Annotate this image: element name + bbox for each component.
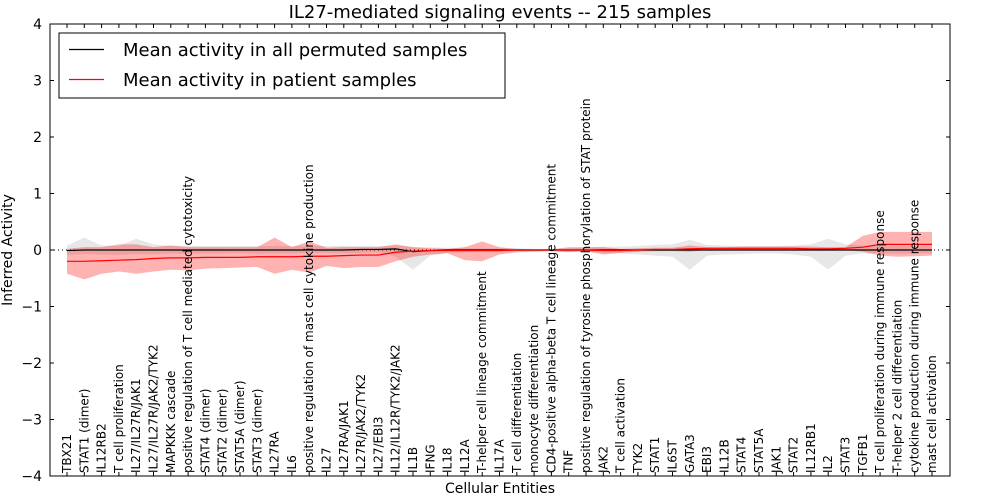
y-tick-label: −1	[21, 300, 42, 316]
y-tick-label: −4	[21, 469, 42, 485]
x-tick-label: IL17A	[493, 439, 507, 473]
x-tick-label: JAK2	[596, 446, 610, 474]
x-tick-label: JAK1	[769, 446, 783, 474]
x-tick-label: STAT1	[648, 437, 662, 473]
chart-title: IL27-mediated signaling events -- 215 sa…	[289, 2, 712, 23]
line-series-1	[67, 243, 932, 262]
x-tick-label: cytokine production during immune respon…	[908, 200, 922, 473]
x-tick-label: STAT2 (dimer)	[216, 389, 230, 473]
x-tick-label: IL6ST	[666, 440, 680, 473]
x-tick-label: IL27R/JAK2/TYK2	[354, 374, 368, 473]
y-tick-label: 2	[33, 130, 42, 146]
x-tick-label: monocyte differentiation	[527, 325, 541, 473]
x-tick-label: positive regulation of mast cell cytokin…	[302, 164, 316, 473]
x-tick-label: IL27	[320, 448, 334, 474]
x-tick-label: IL12A	[458, 439, 472, 473]
x-tick-label: STAT2	[787, 437, 801, 473]
y-tick-label: 0	[33, 243, 42, 259]
x-tick-label: positive regulation of tyrosine phosphor…	[579, 98, 593, 473]
x-tick-label: STAT3 (dimer)	[250, 389, 264, 473]
x-tick-label: IL12RB1	[804, 423, 818, 473]
x-tick-label: IL12/IL12R/TYK2/JAK2	[389, 344, 403, 473]
x-tick-label: IL27/IL27R/JAK2/TYK2	[147, 344, 161, 473]
x-tick-label: MAPKKK cascade	[164, 371, 178, 473]
x-tick-label: IL27RA	[268, 431, 282, 473]
legend-label-patient: Mean activity in patient samples	[123, 70, 417, 91]
x-tick-label: STAT5A (dimer)	[233, 380, 247, 473]
x-tick-label: T-helper cell lineage commitment	[475, 271, 489, 474]
x-tick-label: mast cell activation	[925, 355, 939, 473]
band-series-1	[67, 231, 932, 280]
x-tick-label: IL27/IL27R/JAK1	[129, 379, 143, 473]
legend-label-permuted: Mean activity in all permuted samples	[123, 40, 467, 61]
x-tick-label: TGFB1	[856, 434, 870, 474]
x-tick-label: IL12RB2	[95, 423, 109, 473]
x-tick-label: T cell proliferation	[112, 364, 126, 474]
x-tick-label: IL1B	[406, 447, 420, 473]
x-tick-label: STAT5A	[752, 428, 766, 473]
x-tick-label: T cell activation	[614, 378, 628, 474]
x-tick-label: TBX21	[60, 434, 74, 474]
x-tick-label: STAT4 (dimer)	[198, 389, 212, 473]
y-tick-label: −3	[21, 413, 42, 429]
x-tick-label: GATA3	[683, 434, 697, 473]
x-tick-label: TNF	[562, 450, 576, 474]
x-tick-label: EBI3	[700, 446, 714, 473]
y-tick-label: 4	[33, 17, 42, 33]
x-tick-label: IL18	[441, 448, 455, 474]
legend: Mean activity in all permuted samples Me…	[58, 32, 506, 99]
x-tick-label: T-helper 2 cell differentiation	[890, 300, 904, 474]
y-axis-label: Inferred Activity	[0, 194, 16, 306]
x-tick-label: STAT3	[839, 437, 853, 473]
x-tick-label: STAT1 (dimer)	[77, 389, 91, 473]
x-tick-label: T cell differentiation	[510, 353, 524, 474]
y-tick-label: 3	[33, 74, 42, 90]
y-tick-label: −2	[21, 356, 42, 372]
x-tick-label: TYK2	[631, 443, 645, 474]
x-tick-label: IFNG	[423, 444, 437, 473]
x-tick-label: CD4-positive alpha-beta T cell lineage c…	[544, 164, 558, 473]
y-tick-label: 1	[33, 187, 42, 203]
band-series-0	[67, 237, 932, 270]
x-tick-label: IL27/EBI3	[371, 416, 385, 473]
x-tick-label: positive regulation of T cell mediated c…	[181, 176, 195, 473]
x-tick-label: IL12B	[717, 439, 731, 473]
x-tick-label: T cell proliferation during immune respo…	[873, 210, 887, 474]
x-tick-label: IL6	[285, 455, 299, 473]
legend-frame	[58, 32, 506, 99]
x-tick-label: STAT4	[735, 437, 749, 473]
x-tick-label: IL27RA/JAK1	[337, 400, 351, 473]
x-tick-label: IL2	[821, 455, 835, 473]
x-axis-label: Cellular Entities	[445, 481, 555, 497]
